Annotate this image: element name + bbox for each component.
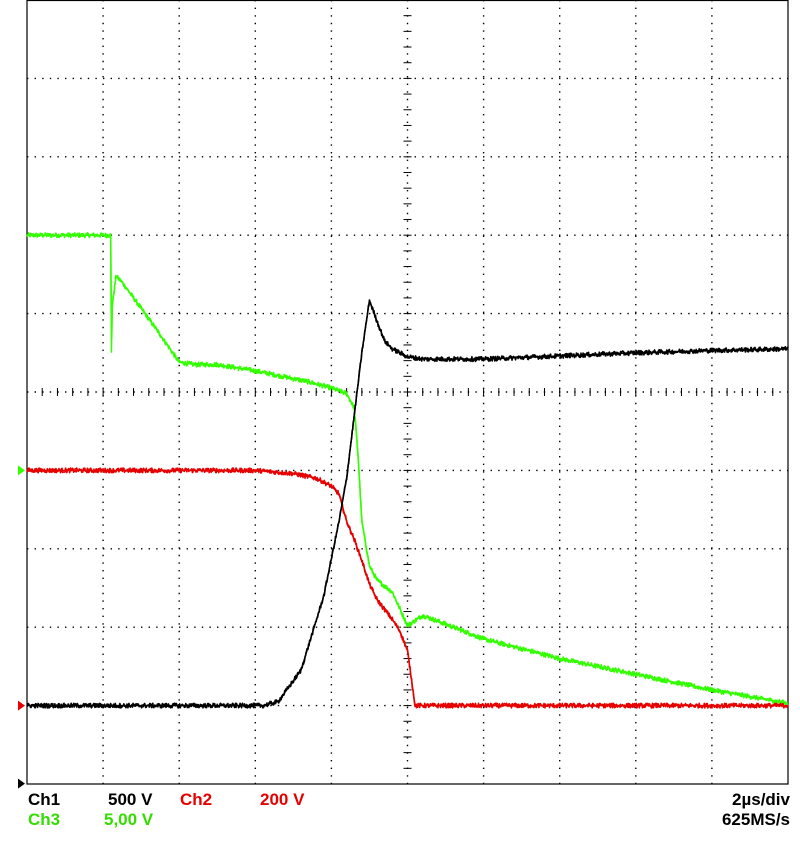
marker-ch3	[18, 465, 25, 476]
ch3-scale: 5,00 V	[104, 810, 154, 829]
marker-ch2	[18, 700, 25, 711]
ch2-scale: 200 V	[260, 790, 305, 809]
trace-ch2	[26, 467, 789, 709]
channel-markers	[18, 465, 25, 789]
marker-ch1	[18, 778, 25, 789]
trace-ch2-envelope	[27, 469, 788, 707]
ch1-scale: 500 V	[108, 790, 153, 809]
timebase-readout: 2µs/div	[732, 790, 790, 809]
trace-ch1	[26, 299, 789, 709]
ch2-label: Ch2	[180, 790, 213, 809]
trace-ch3-envelope	[27, 234, 789, 704]
graticule	[26, 0, 789, 785]
ch3-label: Ch3	[28, 810, 61, 829]
sample-rate-readout: 625MS/s	[721, 810, 790, 829]
trace-ch1-envelope	[27, 300, 789, 707]
ch1-label: Ch1	[28, 790, 61, 809]
traces	[26, 232, 789, 709]
